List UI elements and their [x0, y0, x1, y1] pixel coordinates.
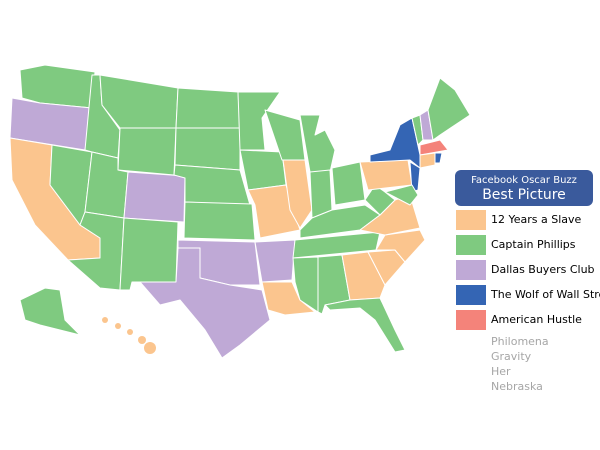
state: [324, 297, 406, 353]
state: [409, 161, 421, 193]
state: [419, 152, 436, 169]
state: [341, 251, 386, 301]
state: [261, 281, 316, 316]
state: [175, 87, 241, 129]
legend-header: [455, 170, 593, 206]
state: [138, 336, 146, 344]
state: [174, 127, 241, 171]
state: [127, 329, 133, 335]
legend-subtitle: Facebook Oscar Buzz: [471, 175, 577, 186]
state: [384, 184, 419, 206]
state: [331, 161, 366, 206]
state: [292, 256, 319, 313]
state: [117, 127, 177, 176]
legend-swatch: [456, 210, 486, 230]
state: [119, 217, 179, 291]
legend-swatch: [456, 260, 486, 280]
us-map: [9, 64, 471, 359]
state: [282, 159, 313, 229]
other-film: Gravity: [491, 350, 532, 363]
legend-label: Captain Phillips: [491, 238, 576, 251]
state: [419, 139, 449, 156]
state: [237, 91, 281, 151]
state: [247, 184, 301, 239]
state: [434, 152, 443, 164]
state: [123, 171, 186, 223]
state: [19, 287, 81, 336]
state: [102, 317, 108, 323]
legend: 12 Years a Slave Captain Phillips Dallas B…: [456, 210, 600, 393]
legend-label: American Hustle: [491, 313, 582, 326]
legend-label: Dallas Buyers Club: [491, 263, 595, 276]
other-film: Nebraska: [491, 380, 543, 393]
state: [369, 117, 421, 169]
legend-title: Best Picture: [482, 187, 566, 203]
state: [173, 164, 251, 206]
state: [427, 77, 471, 141]
other-film: Her: [491, 365, 511, 378]
legend-label: 12 Years a Slave: [491, 213, 582, 226]
state: [359, 159, 413, 191]
state: [254, 239, 296, 283]
legend-swatch: [456, 235, 486, 255]
state: [144, 342, 156, 354]
state: [139, 247, 271, 359]
state: [239, 149, 287, 191]
other-film: Philomena: [491, 335, 549, 348]
legend-swatch: [456, 310, 486, 330]
legend-label: The Wolf of Wall Street: [490, 288, 600, 301]
legend-swatch: [456, 285, 486, 305]
state: [115, 323, 121, 329]
state: [183, 201, 256, 241]
